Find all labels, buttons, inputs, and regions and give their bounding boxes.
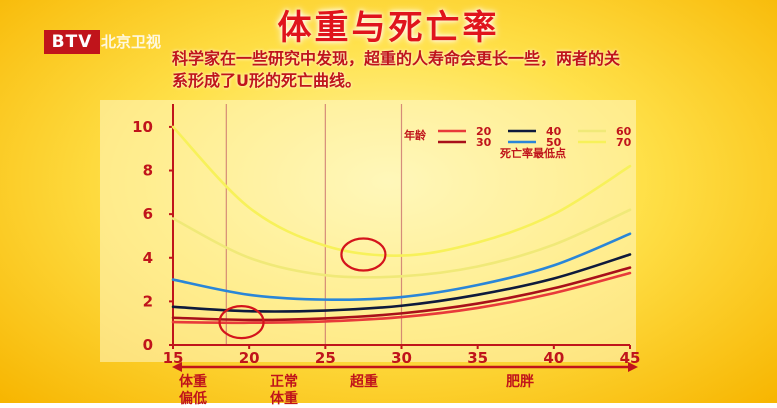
legend-min-label: 死亡率最低点 xyxy=(500,146,566,160)
legend-label-30: 30 xyxy=(476,136,492,149)
series-lines xyxy=(171,125,632,325)
x-tick-label: 30 xyxy=(391,349,412,367)
legend-age-label: 年龄 xyxy=(404,128,427,142)
min-highlights xyxy=(218,237,387,340)
y-tick-label: 2 xyxy=(143,292,153,310)
x-tick-label: 25 xyxy=(315,349,336,367)
legend-label-70: 70 xyxy=(616,136,632,149)
x-tick-label: 35 xyxy=(467,349,488,367)
y-tick-label: 10 xyxy=(132,118,153,136)
series-line-60 xyxy=(171,208,632,279)
series-line-50 xyxy=(171,232,632,302)
legend-label-60: 60 xyxy=(616,125,632,138)
y-tick-label: 0 xyxy=(143,336,153,354)
y-tick-label: 6 xyxy=(143,205,153,223)
bottom-arrow-right-head xyxy=(628,362,638,372)
series-line-40 xyxy=(171,253,632,313)
bottom-arrow xyxy=(172,362,638,372)
series-line-70 xyxy=(171,125,632,257)
series-line-20 xyxy=(171,271,632,325)
btv-logo: BTV xyxy=(44,30,100,54)
legend-label-50: 50 xyxy=(546,136,562,149)
series-line-30 xyxy=(171,266,632,322)
legend-label-40: 40 xyxy=(546,125,562,138)
y-tick-label: 8 xyxy=(143,162,153,180)
channel-name: 北京卫视 xyxy=(101,33,162,51)
subtitle: 科学家在一些研究中发现，超重的人寿命会更长一些，两者的关系形成了U形的死亡曲线。 xyxy=(172,49,621,90)
x-tick-label: 45 xyxy=(620,349,641,367)
x-tick-label: 40 xyxy=(543,349,564,367)
x-tick-label: 20 xyxy=(239,349,260,367)
axes: 0 2 4 6 8 10 15 20 25 30 35 40 45 xyxy=(132,104,640,367)
y-tick-label: 4 xyxy=(143,249,153,267)
label-obese: 肥胖 xyxy=(506,374,534,390)
bottom-arrow-left-head xyxy=(172,362,182,372)
min-point-circle xyxy=(218,305,265,340)
legend-label-20: 20 xyxy=(476,125,492,138)
page-title: 体重与死亡率 xyxy=(277,8,500,48)
min-point-circle xyxy=(340,237,387,272)
x-tick-label: 15 xyxy=(163,349,184,367)
label-overweight: 超重 xyxy=(350,374,378,390)
